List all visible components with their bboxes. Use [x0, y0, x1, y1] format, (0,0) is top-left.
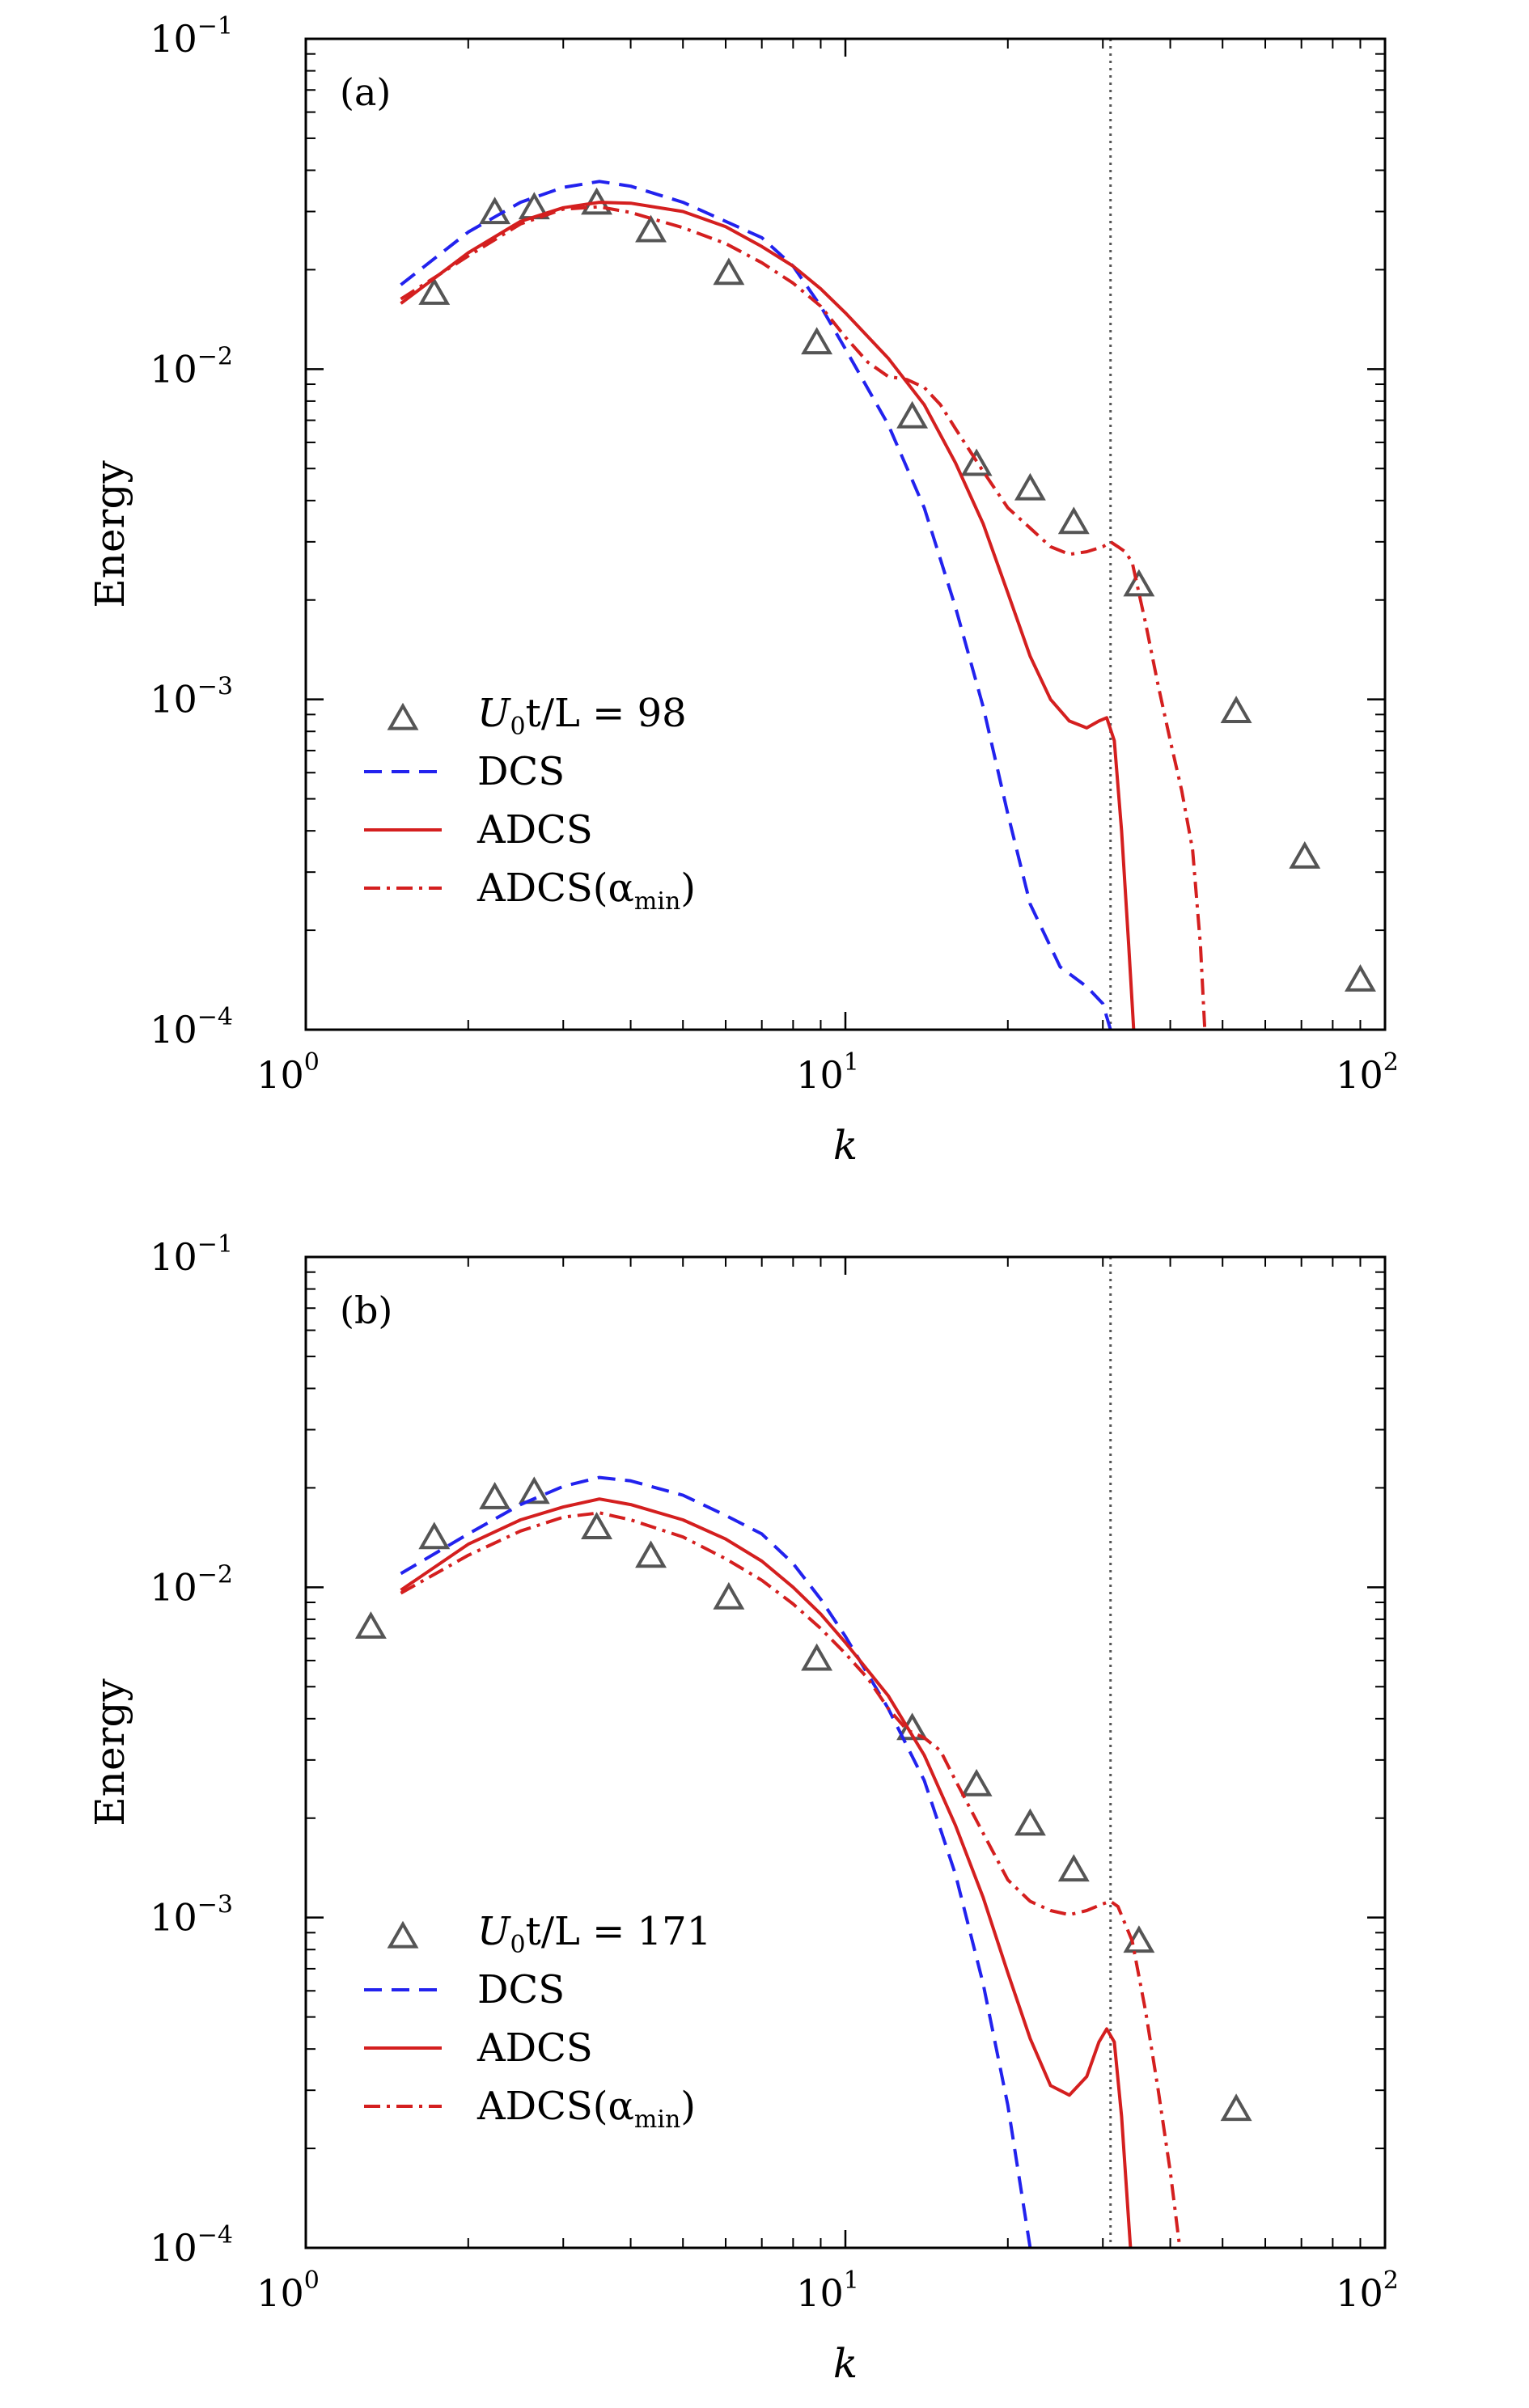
- legend-entry: ADCS: [476, 2025, 593, 2071]
- x-tick-label: 100: [256, 1048, 320, 1097]
- chart-panel-2: 100 101 102 10−4 10−3 10−2 10−1 k Energy (b) U0t/L…: [87, 1230, 1399, 2387]
- series-line-dcs: [400, 1475, 1032, 2248]
- data-point-triangle: [635, 214, 667, 243]
- y-tick-label: 10−2: [150, 1560, 233, 1609]
- data-point-triangle: [354, 1611, 387, 1639]
- series-line-adcs-min-: [400, 205, 1207, 1030]
- y-tick-label: 10−4: [150, 2221, 233, 2270]
- x-tick-label: 101: [796, 2266, 859, 2315]
- legend-entry: U0t/L = 98: [477, 691, 687, 741]
- y-tick-label: 10−3: [150, 1891, 233, 1940]
- data-point-triangle: [635, 1540, 667, 1568]
- plot-area: [354, 1475, 1252, 2248]
- data-point-triangle: [1014, 1808, 1046, 1836]
- data-point-triangle: [1220, 696, 1252, 723]
- data-point-triangle: [713, 1581, 745, 1610]
- data-point-triangle: [518, 1476, 550, 1504]
- data-point-triangle: [960, 448, 993, 476]
- chart-panel-1: 100 101 102 10−4 10−3 10−2 10−1 k Energy (a) U0t/L…: [87, 12, 1399, 1169]
- data-point-triangle: [801, 327, 833, 355]
- data-point-triangle: [801, 1643, 833, 1671]
- data-point-triangle: [1057, 506, 1090, 535]
- series-line-dcs: [400, 180, 1112, 1030]
- data-point-triangle: [479, 197, 511, 225]
- x-tick-label: 101: [796, 1048, 859, 1097]
- x-axis-label: k: [833, 2340, 858, 2387]
- data-point-triangle: [1057, 1854, 1090, 1882]
- plot-frame: [304, 37, 1387, 1031]
- panel-label: (a): [340, 70, 391, 114]
- series-line-adcs: [400, 201, 1136, 1030]
- plot-frame: [304, 1255, 1387, 2249]
- legend-entry: DCS: [477, 1967, 565, 2012]
- panel-label: (b): [340, 1289, 392, 1332]
- x-tick-label: 102: [1336, 2266, 1399, 2315]
- data-point-triangle: [960, 1768, 993, 1796]
- legend-marker: [387, 702, 419, 730]
- data-point-triangle: [418, 1521, 451, 1550]
- x-tick-label: 100: [256, 2266, 320, 2315]
- legend-entry: DCS: [477, 749, 565, 794]
- series-line-adcs-min-: [400, 1511, 1182, 2248]
- y-tick-label: 10−2: [150, 342, 233, 391]
- plot-area: [400, 180, 1376, 1030]
- legend-entry: ADCS: [476, 807, 593, 853]
- series-line-adcs: [400, 1497, 1133, 2248]
- y-tick-label: 10−1: [150, 1230, 233, 1279]
- data-point-triangle: [896, 400, 929, 429]
- y-tick-label: 10−4: [150, 1003, 233, 1052]
- data-point-triangle: [479, 1481, 511, 1509]
- y-axis-label: Energy: [87, 1678, 133, 1826]
- data-point-triangle: [1220, 2093, 1252, 2122]
- legend-marker: [387, 1920, 419, 1949]
- legend-entry: ADCS(αmin): [476, 865, 696, 916]
- data-point-triangle: [581, 1512, 613, 1540]
- legend-entry: U0t/L = 171: [477, 1909, 711, 1959]
- y-tick-label: 10−1: [150, 12, 233, 61]
- data-point-triangle: [1014, 472, 1046, 501]
- y-axis-label: Energy: [87, 460, 133, 608]
- data-point-triangle: [418, 277, 451, 305]
- data-point-triangle: [1289, 840, 1321, 869]
- legend-entry: ADCS(αmin): [476, 2084, 696, 2134]
- data-point-triangle: [1123, 569, 1155, 597]
- x-axis-label: k: [833, 1122, 858, 1169]
- data-point-triangle: [1345, 964, 1376, 992]
- x-tick-label: 102: [1336, 1048, 1399, 1097]
- y-tick-label: 10−3: [150, 673, 233, 722]
- data-point-triangle: [713, 257, 745, 286]
